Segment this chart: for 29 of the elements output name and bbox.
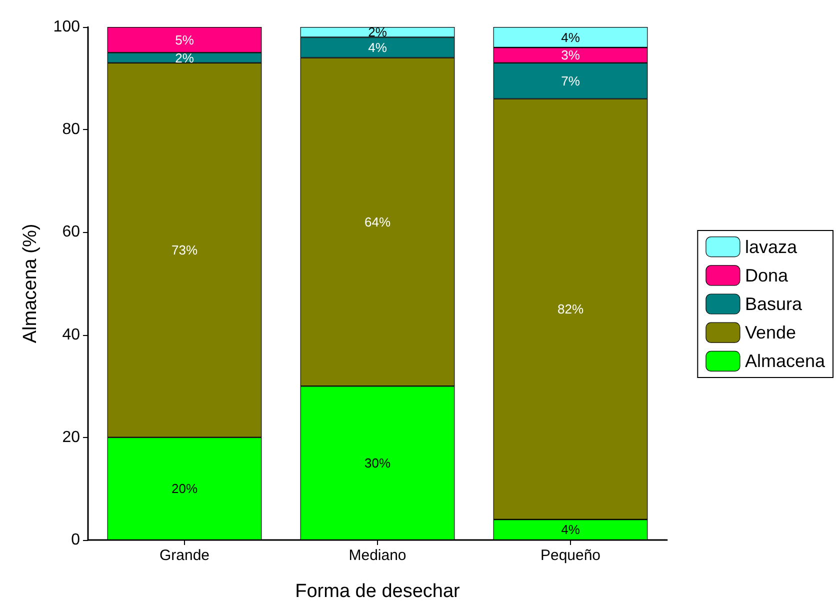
data-label: 20% <box>171 481 198 496</box>
y-tick-label: 40 <box>62 326 80 344</box>
data-label: 4% <box>561 30 580 45</box>
y-tick-label: 60 <box>62 224 80 241</box>
y-tick-label: 0 <box>71 532 80 548</box>
data-label: 2% <box>368 24 388 40</box>
data-label: 4% <box>368 40 388 56</box>
data-label: 2% <box>175 50 194 66</box>
y-tick-label: 100 <box>53 18 80 36</box>
data-label: 82% <box>557 302 584 317</box>
data-label: 73% <box>171 242 198 258</box>
data-label: 3% <box>561 48 580 63</box>
y-axis-title: Almacena (%) <box>20 224 41 344</box>
data-label: 30% <box>364 456 391 471</box>
legend-label: Basura <box>744 294 803 314</box>
data-label: 4% <box>561 522 580 538</box>
legend-label: Almacena <box>744 351 826 372</box>
x-tick-label: Pequeño <box>540 547 601 564</box>
data-label: 7% <box>561 73 580 88</box>
data-label: 64% <box>364 214 391 230</box>
x-tick-label: Grande <box>159 547 210 564</box>
legend-label: Dona <box>744 265 789 286</box>
x-tick-label: Mediano <box>348 547 406 564</box>
y-tick-label: 80 <box>62 121 80 138</box>
legend-label: Vende <box>744 322 796 343</box>
data-label: 5% <box>175 32 194 48</box>
x-axis-title: Forma de desechar <box>295 581 461 602</box>
legend-label: lavaza <box>744 236 798 257</box>
y-tick-label: 20 <box>62 428 80 446</box>
